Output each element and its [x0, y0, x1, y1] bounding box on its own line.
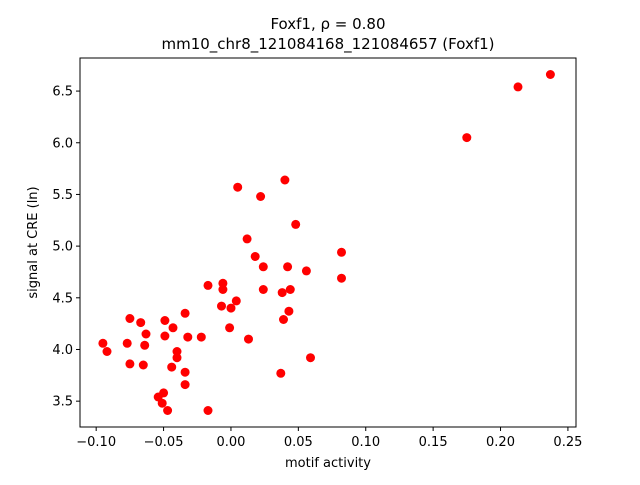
x-tick-label-3: 0.00 [216, 435, 245, 450]
data-point-17 [218, 285, 228, 294]
data-point-16 [218, 278, 228, 288]
y-tick-label-5: 5.5 [52, 188, 73, 203]
data-point-2 [513, 82, 523, 92]
data-point-13 [301, 266, 311, 276]
plot-area-frame [79, 57, 577, 428]
data-point-38 [122, 338, 132, 348]
y-tick-label-6: 6.0 [52, 136, 73, 151]
data-point-4 [280, 175, 290, 185]
data-point-15 [203, 280, 213, 290]
x-axis-ticks: −0.10 −0.05 0.00 0.05 0.10 0.15 0.20 0.25 [76, 427, 582, 450]
data-point-5 [233, 182, 243, 192]
chart-title-line-1: Foxf1, ρ = 0.80 [270, 15, 385, 33]
data-point-43 [306, 353, 315, 363]
data-point-14 [337, 273, 346, 283]
data-point-41 [172, 347, 182, 356]
x-tick-label-8: 0.25 [553, 435, 582, 450]
data-point-42 [172, 353, 182, 363]
y-tick-label-3: 4.5 [52, 291, 73, 306]
data-point-28 [160, 316, 170, 325]
data-point-8 [242, 234, 252, 244]
data-point-9 [337, 247, 346, 257]
data-point-31 [225, 323, 235, 333]
data-point-19 [285, 285, 295, 294]
data-point-34 [183, 332, 193, 342]
data-point-53 [163, 406, 173, 415]
data-point-23 [226, 303, 236, 313]
x-tick-label-7: 0.20 [486, 435, 515, 450]
y-tick-label-4: 5.0 [52, 240, 73, 255]
data-point-10 [250, 252, 260, 261]
data-point-52 [157, 398, 167, 408]
data-point-44 [125, 359, 135, 369]
data-point-3 [462, 133, 472, 143]
x-axis-label: motif activity [285, 456, 371, 471]
data-point-26 [279, 315, 288, 324]
data-point-46 [167, 362, 177, 372]
data-point-39 [140, 340, 150, 350]
x-tick-label-4: 0.05 [284, 435, 313, 450]
data-point-21 [231, 296, 241, 306]
data-points [98, 70, 555, 415]
data-point-35 [196, 332, 206, 342]
x-tick-label-1: −0.10 [76, 435, 116, 450]
data-point-33 [160, 331, 170, 341]
y-tick-label-2: 4.0 [52, 343, 73, 358]
data-point-24 [284, 306, 294, 316]
x-tick-label-5: 0.10 [351, 435, 380, 450]
data-point-30 [168, 323, 178, 333]
data-point-29 [136, 318, 146, 328]
data-point-25 [180, 308, 190, 318]
data-point-18 [258, 285, 268, 294]
x-tick-label-6: 0.15 [419, 435, 448, 450]
data-point-22 [217, 301, 226, 311]
chart-title: Foxf1, ρ = 0.80 mm10_chr8_121084168_1210… [161, 15, 494, 54]
data-point-20 [277, 288, 287, 298]
data-point-27 [125, 314, 135, 323]
data-point-48 [276, 368, 286, 378]
data-point-1 [545, 70, 555, 79]
data-point-11 [258, 262, 268, 272]
data-point-7 [291, 219, 301, 229]
data-point-47 [180, 367, 190, 377]
data-point-36 [244, 334, 253, 344]
data-point-40 [102, 347, 112, 356]
data-point-32 [141, 329, 151, 339]
data-point-45 [138, 360, 148, 370]
data-point-49 [180, 380, 190, 390]
y-axis-label: signal at CRE (ln) [26, 186, 41, 298]
data-point-37 [98, 338, 108, 348]
x-tick-label-2: −0.05 [144, 435, 184, 450]
y-tick-label-7: 6.5 [52, 85, 73, 100]
chart-title-line-2: mm10_chr8_121084168_121084657 (Foxf1) [161, 35, 494, 54]
data-point-54 [203, 406, 213, 415]
data-point-12 [283, 262, 293, 272]
y-axis-ticks: 3.5 4.0 4.5 5.0 5.5 6.0 6.5 [52, 85, 80, 410]
data-point-6 [256, 192, 266, 201]
y-tick-label-1: 3.5 [52, 395, 73, 410]
